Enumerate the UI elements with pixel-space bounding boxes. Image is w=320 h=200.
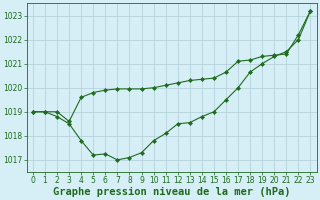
X-axis label: Graphe pression niveau de la mer (hPa): Graphe pression niveau de la mer (hPa) (53, 186, 291, 197)
